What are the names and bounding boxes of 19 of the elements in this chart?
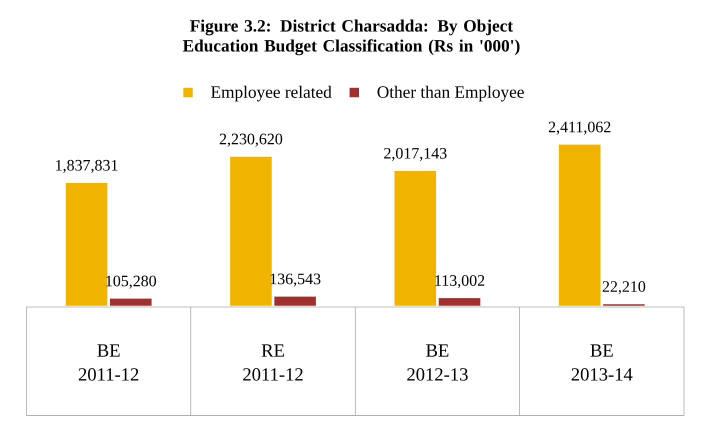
bar: [230, 156, 272, 306]
bar: [66, 183, 108, 306]
x-tick-label: BE 2011-12: [78, 344, 138, 381]
x-tick-label: BE 2012-13: [407, 344, 468, 381]
x-tick-label: RE 2011-12: [243, 344, 303, 381]
bar: [394, 171, 436, 306]
data-label: 2,017,143: [384, 148, 447, 162]
bar: [558, 144, 600, 306]
data-label: 2,411,062: [548, 122, 610, 135]
legend-label: Employee related: [211, 86, 332, 102]
bar: [438, 298, 480, 306]
bar: [274, 296, 316, 306]
legend-label: Other than Employee: [378, 86, 524, 102]
data-label: 2,230,620: [220, 134, 282, 147]
x-tick-label: BE 2013-14: [572, 344, 633, 381]
chart-title: Figure 3.2: District Charsadda: By Object Education Budget Classification (Rs in '000'): [182, 20, 520, 56]
data-label: 1,837,831: [56, 160, 118, 174]
data-label: 22,210: [602, 281, 646, 294]
bar: [110, 298, 152, 306]
